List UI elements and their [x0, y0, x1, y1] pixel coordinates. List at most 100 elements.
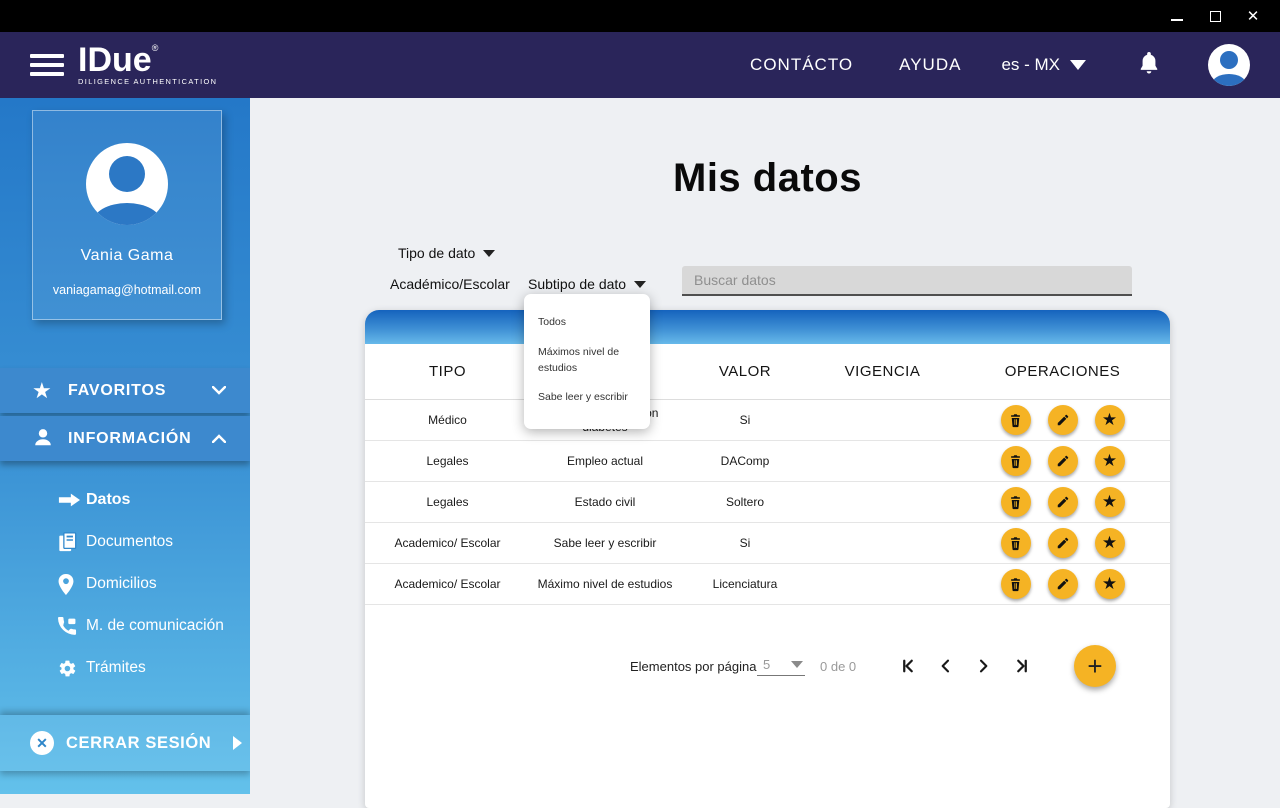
filter-label: Subtipo de dato — [528, 276, 627, 292]
edit-button[interactable] — [1047, 446, 1078, 476]
cell-valor: Si — [739, 536, 751, 550]
delete-button[interactable] — [1000, 405, 1031, 435]
chevron-down-icon — [791, 660, 803, 668]
profile-email: vaniagamag@hotmail.com — [52, 283, 202, 297]
table-row: Médico Tiene familiares con diabetes Si … — [365, 400, 1170, 441]
avatar-icon — [109, 156, 145, 192]
delete-button[interactable] — [1000, 569, 1031, 599]
menu-label: Trámites — [86, 659, 146, 676]
trash-icon — [1011, 454, 1020, 468]
section-label: FAVORITOS — [68, 381, 167, 399]
maximize-icon — [1209, 10, 1221, 22]
column-header-tipo: TIPO — [428, 363, 466, 380]
cell-nombre: Estado civil — [574, 495, 636, 509]
sidebar-item-tramites[interactable]: Trámites — [0, 647, 250, 689]
tipo-selected-value[interactable]: Académico/Escolar — [390, 276, 510, 292]
cell-valor: Licenciatura — [712, 577, 778, 591]
sidebar-menu: Datos Documentos Domicilios M. de comuni… — [0, 479, 250, 689]
pencil-icon — [1057, 455, 1068, 467]
edit-button[interactable] — [1047, 528, 1078, 558]
trash-icon — [1011, 495, 1020, 509]
dropdown-item-maximos[interactable]: Máximos nivel de estudios — [538, 345, 620, 374]
hamburger-menu-icon[interactable] — [30, 54, 64, 76]
edit-button[interactable] — [1047, 569, 1078, 599]
cell-valor: Soltero — [725, 495, 765, 509]
cell-nombre: Máximo nivel de estudios — [537, 577, 673, 591]
next-page-button[interactable] — [970, 653, 996, 679]
app-logo: IDue® DILIGENCE AUTHENTICATION — [78, 42, 217, 86]
profile-card: Vania Gama vaniagamag@hotmail.com — [32, 110, 222, 320]
chevron-down-icon — [212, 386, 226, 395]
chevron-up-icon — [212, 434, 226, 443]
dropdown-item-todos[interactable]: Todos — [538, 316, 567, 328]
sidebar-item-datos[interactable]: Datos — [0, 479, 250, 521]
avatar-icon — [1220, 51, 1238, 69]
sidebar-section-informacion[interactable]: INFORMACIÓN — [0, 416, 250, 461]
page-title: Mis datos — [673, 156, 862, 200]
cell-nombre: Sabe leer y escribir — [553, 536, 657, 550]
cell-valor: DAComp — [720, 454, 770, 468]
tipo-de-dato-select[interactable]: Tipo de dato — [398, 245, 496, 261]
close-button[interactable]: ✕ — [1238, 3, 1268, 29]
chevron-down-icon — [634, 280, 647, 288]
delete-button[interactable] — [1000, 446, 1031, 476]
logout-label: CERRAR SESIÓN — [66, 733, 212, 752]
subtipo-dropdown-menu: Todos Máximos nivel de estudios Sabe lee… — [524, 294, 650, 429]
favorite-button[interactable]: ★ — [1094, 569, 1125, 599]
table-footer: Elementos por página 5 0 de 0 + — [365, 643, 1170, 689]
next-page-icon — [979, 659, 988, 673]
maximize-button[interactable] — [1200, 3, 1230, 29]
pencil-icon — [1057, 414, 1068, 426]
favorite-button[interactable]: ★ — [1094, 446, 1125, 476]
add-button[interactable]: + — [1074, 645, 1116, 687]
first-page-icon — [903, 659, 913, 673]
sidebar-section-favoritos[interactable]: ★ FAVORITOS — [0, 368, 250, 413]
star-icon: ★ — [1101, 491, 1118, 511]
sidebar-item-comunicacion[interactable]: M. de comunicación — [0, 605, 250, 647]
cell-nombre: Empleo actual — [566, 454, 644, 468]
minimize-button[interactable] — [1162, 3, 1192, 29]
column-header-operaciones: OPERACIONES — [1004, 363, 1121, 380]
first-page-button[interactable] — [895, 653, 921, 679]
profile-avatar — [86, 143, 168, 225]
delete-button[interactable] — [1000, 487, 1031, 517]
plus-icon: + — [1087, 651, 1103, 681]
trash-icon — [1011, 577, 1020, 591]
edit-button[interactable] — [1047, 405, 1078, 435]
pencil-icon — [1057, 578, 1068, 590]
table-row: Academico/ Escolar Sabe leer y escribir … — [365, 523, 1170, 564]
prev-page-icon — [941, 659, 950, 673]
pencil-icon — [1057, 496, 1068, 508]
user-avatar[interactable] — [1208, 44, 1250, 86]
prev-page-button[interactable] — [933, 653, 959, 679]
last-page-button[interactable] — [1009, 653, 1035, 679]
subtipo-de-dato-select[interactable]: Subtipo de dato — [528, 276, 647, 292]
nav-help-link[interactable]: AYUDA — [899, 55, 962, 74]
items-per-page-select[interactable]: 5 — [757, 657, 805, 676]
chevron-down-icon — [1070, 60, 1086, 70]
registered-mark: ® — [151, 42, 159, 53]
person-icon — [32, 426, 58, 452]
window-titlebar: ✕ — [0, 0, 1280, 32]
favorite-button[interactable]: ★ — [1094, 487, 1125, 517]
menu-label: Datos — [86, 491, 131, 508]
logout-button[interactable]: ✕ CERRAR SESIÓN — [0, 715, 250, 771]
language-selector[interactable]: es - MX — [1001, 55, 1086, 75]
delete-button[interactable] — [1000, 528, 1031, 558]
sidebar-item-documentos[interactable]: Documentos — [0, 521, 250, 563]
table-header-bar — [365, 310, 1170, 344]
notifications-button[interactable] — [1138, 51, 1160, 80]
nav-contact-link[interactable]: CONTÁCTO — [750, 55, 854, 74]
search-input[interactable] — [682, 266, 1132, 296]
menu-label: M. de comunicación — [86, 617, 224, 634]
cell-tipo: Legales — [426, 495, 469, 509]
cell-tipo: Legales — [426, 454, 469, 468]
favorite-button[interactable]: ★ — [1094, 528, 1125, 558]
edit-button[interactable] — [1047, 487, 1078, 517]
sidebar-item-domicilios[interactable]: Domicilios — [0, 563, 250, 605]
arrow-right-icon — [233, 736, 243, 750]
x-circle-icon: ✕ — [30, 731, 54, 755]
favorite-button[interactable]: ★ — [1094, 405, 1125, 435]
dropdown-item-sabe-leer[interactable]: Sabe leer y escribir — [538, 391, 628, 404]
minimize-icon — [1171, 19, 1183, 21]
